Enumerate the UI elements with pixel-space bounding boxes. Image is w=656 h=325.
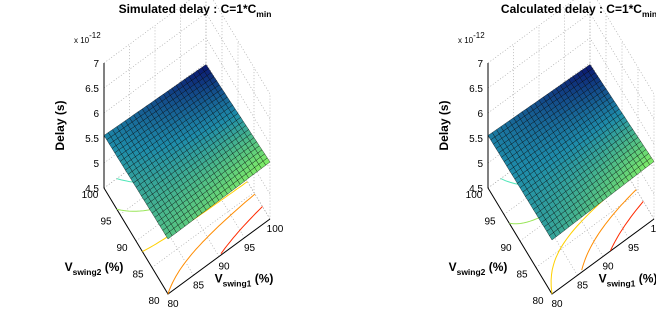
y-tick-label: 95 xyxy=(100,217,112,228)
z-tick-label: 5 xyxy=(477,159,483,170)
x-tick-label: 100 xyxy=(267,224,284,235)
gridline-y xyxy=(151,67,255,268)
x-tick-label: 95 xyxy=(628,243,640,254)
axis-frame xyxy=(103,63,271,295)
gridline-z xyxy=(487,0,655,95)
contour-line xyxy=(610,200,644,251)
contour-line xyxy=(220,206,263,254)
z-tick-label: 5 xyxy=(93,159,99,170)
contour-line xyxy=(167,193,256,295)
surface xyxy=(103,64,271,240)
axis-frame xyxy=(487,63,655,295)
x-axis-label: Vswing1 (%) xyxy=(599,272,656,289)
z-tick-label: 6 xyxy=(477,109,483,120)
z-tick-label: 4.5 xyxy=(85,184,99,195)
surface-patch xyxy=(201,64,209,72)
y-tick-label: 80 xyxy=(148,296,160,307)
chart-2: 4.5 5 5.5 6 6.5 7 80 85 90 95 100 80 85 90 95 100 x 10-1… xyxy=(437,0,656,310)
y-tick-label: 100 xyxy=(466,190,483,201)
z-tick-label: 7 xyxy=(93,59,99,70)
y-axis-label: Vswing2 (%) xyxy=(65,260,124,277)
x-tick-label: 80 xyxy=(167,299,179,310)
axes-box xyxy=(103,63,271,295)
z-tick-label: 5.5 xyxy=(85,134,99,145)
x-ticks: 80 85 90 95 100 xyxy=(167,224,283,310)
z-axis-label: Delay (s) xyxy=(437,100,451,150)
surface xyxy=(487,64,655,241)
contour-line xyxy=(581,189,637,271)
y-tick-label: 85 xyxy=(516,270,528,281)
y-tick-label: 90 xyxy=(116,243,128,254)
z-tick-label: 6.5 xyxy=(469,84,483,95)
y-tick-label: 100 xyxy=(82,190,99,201)
z-tick-label: 7 xyxy=(477,59,483,70)
x-tick-label: 80 xyxy=(551,299,563,310)
y-tick-label: 90 xyxy=(500,243,512,254)
gridline-z xyxy=(103,12,271,120)
gridline-y xyxy=(535,67,639,268)
z-tick-label: 5.5 xyxy=(469,134,483,145)
x-tick-label: 95 xyxy=(244,243,256,254)
x-tick-label: 85 xyxy=(577,280,589,291)
chart-1: 4.5 5 5.5 6 6.5 7 80 85 90 95 100 80 85 90 95 100 x 10-1… xyxy=(53,0,284,310)
axes-box xyxy=(487,63,655,295)
z-axis-label: Delay (s) xyxy=(53,100,67,150)
x-axis-label: Vswing1 (%) xyxy=(215,272,274,289)
x-tick-label: 100 xyxy=(651,224,656,235)
y-ticks: 80 85 90 95 100 xyxy=(466,190,544,307)
x-ticks: 80 85 90 95 100 xyxy=(551,224,656,310)
x-tick-label: 90 xyxy=(602,262,614,273)
z-scale-factor: x 10-12 xyxy=(458,31,485,45)
y-ticks: 80 85 90 95 100 xyxy=(82,190,160,307)
y-tick-label: 85 xyxy=(132,270,144,281)
y-axis-label: Vswing2 (%) xyxy=(449,260,508,277)
z-tick-label: 6.5 xyxy=(85,84,99,95)
gridline-z xyxy=(103,0,271,95)
y-tick-label: 95 xyxy=(484,217,496,228)
z-ticks: 4.5 5 5.5 6 6.5 7 xyxy=(469,59,483,195)
z-ticks: 4.5 5 5.5 6 6.5 7 xyxy=(85,59,99,195)
chart-title: Simulated delay : C=1*Cmin xyxy=(119,2,272,19)
z-tick-label: 4.5 xyxy=(469,184,483,195)
chart-title: Calculated delay : C=1*Cmin xyxy=(501,2,656,19)
z-scale-factor: x 10-12 xyxy=(74,31,101,45)
x-tick-label: 90 xyxy=(218,262,230,273)
gridline-z xyxy=(487,12,655,120)
z-tick-label: 6 xyxy=(93,109,99,120)
x-tick-label: 85 xyxy=(193,280,205,291)
surface-patch xyxy=(585,64,593,72)
y-tick-label: 80 xyxy=(532,296,544,307)
